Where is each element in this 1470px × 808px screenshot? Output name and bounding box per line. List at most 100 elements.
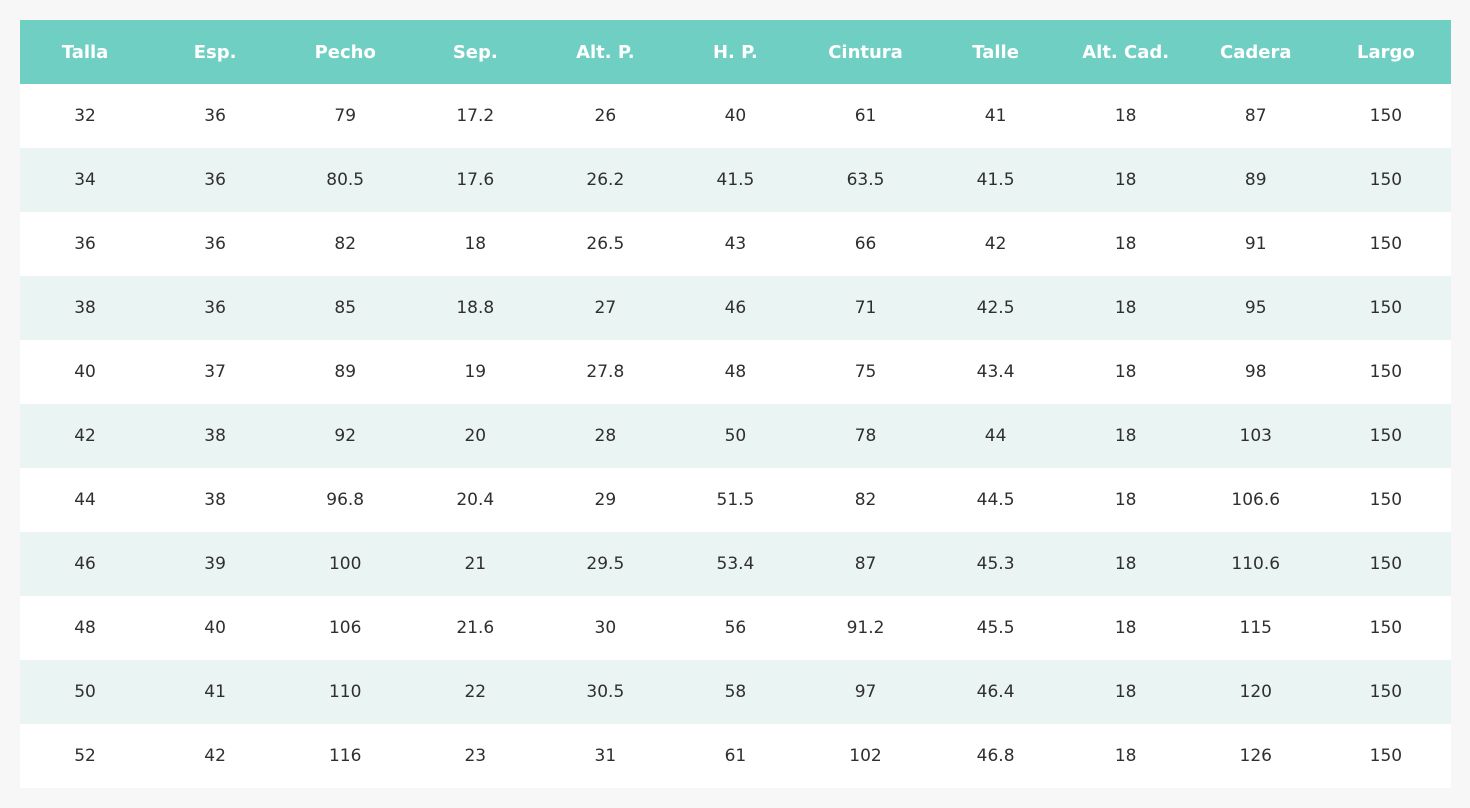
table-cell: 48 bbox=[20, 596, 151, 660]
column-header: Alt. P. bbox=[540, 20, 671, 84]
table-cell: 41 bbox=[150, 660, 281, 724]
table-cell: 150 bbox=[1320, 212, 1451, 276]
table-cell: 98 bbox=[1190, 340, 1321, 404]
table-cell: 32 bbox=[20, 84, 151, 148]
table-cell: 17.2 bbox=[410, 84, 541, 148]
table-cell: 18 bbox=[410, 212, 541, 276]
table-cell: 36 bbox=[150, 84, 281, 148]
column-header: Talla bbox=[20, 20, 151, 84]
table-cell: 51.5 bbox=[670, 468, 801, 532]
table-cell: 150 bbox=[1320, 340, 1451, 404]
table-cell: 120 bbox=[1190, 660, 1321, 724]
table-cell: 22 bbox=[410, 660, 541, 724]
table-cell: 91.2 bbox=[800, 596, 931, 660]
table-cell: 115 bbox=[1190, 596, 1321, 660]
table-cell: 18 bbox=[1060, 340, 1191, 404]
size-table: Talla Esp. Pecho Sep. Alt. P. H. P. Cintura Tal… bbox=[20, 20, 1451, 788]
table-cell: 21.6 bbox=[410, 596, 541, 660]
table-cell: 110 bbox=[280, 660, 411, 724]
table-cell: 18 bbox=[1060, 212, 1191, 276]
table-cell: 116 bbox=[280, 724, 411, 788]
table-cell: 38 bbox=[150, 404, 281, 468]
table-row: 38 36 85 18.8 27 46 71 42.5 18 95 150 bbox=[20, 276, 1451, 340]
table-row: 44 38 96.8 20.4 29 51.5 82 44.5 18 106.6 150 bbox=[20, 468, 1451, 532]
table-cell: 150 bbox=[1320, 724, 1451, 788]
table-cell: 37 bbox=[150, 340, 281, 404]
table-cell: 42 bbox=[20, 404, 151, 468]
column-header: H. P. bbox=[670, 20, 801, 84]
table-cell: 29 bbox=[540, 468, 671, 532]
column-header: Pecho bbox=[280, 20, 411, 84]
table-row: 42 38 92 20 28 50 78 44 18 103 150 bbox=[20, 404, 1451, 468]
table-cell: 42.5 bbox=[930, 276, 1061, 340]
table-cell: 36 bbox=[150, 148, 281, 212]
table-cell: 150 bbox=[1320, 660, 1451, 724]
table-cell: 18 bbox=[1060, 276, 1191, 340]
table-cell: 41.5 bbox=[670, 148, 801, 212]
table-cell: 40 bbox=[670, 84, 801, 148]
table-row: 36 36 82 18 26.5 43 66 42 18 91 150 bbox=[20, 212, 1451, 276]
table-cell: 27.8 bbox=[540, 340, 671, 404]
table-body: 32 36 79 17.2 26 40 61 41 18 87 150 34 36 80.5 17.6 26.… bbox=[20, 84, 1451, 788]
table-cell: 50 bbox=[20, 660, 151, 724]
table-cell: 85 bbox=[280, 276, 411, 340]
table-cell: 41 bbox=[930, 84, 1061, 148]
table-cell: 34 bbox=[20, 148, 151, 212]
column-header: Alt. Cad. bbox=[1060, 20, 1191, 84]
table-cell: 43.4 bbox=[930, 340, 1061, 404]
table-cell: 43 bbox=[670, 212, 801, 276]
table-cell: 44 bbox=[20, 468, 151, 532]
table-row: 32 36 79 17.2 26 40 61 41 18 87 150 bbox=[20, 84, 1451, 148]
table-row: 48 40 106 21.6 30 56 91.2 45.5 18 115 150 bbox=[20, 596, 1451, 660]
table-header: Talla Esp. Pecho Sep. Alt. P. H. P. Cintura Tal… bbox=[20, 20, 1451, 84]
table-cell: 26 bbox=[540, 84, 671, 148]
column-header: Cintura bbox=[800, 20, 931, 84]
table-cell: 150 bbox=[1320, 84, 1451, 148]
table-cell: 36 bbox=[20, 212, 151, 276]
table-cell: 45.3 bbox=[930, 532, 1061, 596]
table-cell: 36 bbox=[150, 276, 281, 340]
table-cell: 30 bbox=[540, 596, 671, 660]
table-cell: 46.4 bbox=[930, 660, 1061, 724]
column-header: Sep. bbox=[410, 20, 541, 84]
table-cell: 19 bbox=[410, 340, 541, 404]
table-cell: 100 bbox=[280, 532, 411, 596]
table-cell: 20 bbox=[410, 404, 541, 468]
table-cell: 87 bbox=[1190, 84, 1321, 148]
table-cell: 56 bbox=[670, 596, 801, 660]
table-cell: 97 bbox=[800, 660, 931, 724]
table-cell: 75 bbox=[800, 340, 931, 404]
table-cell: 17.6 bbox=[410, 148, 541, 212]
table-cell: 18 bbox=[1060, 468, 1191, 532]
table-cell: 96.8 bbox=[280, 468, 411, 532]
table-cell: 20.4 bbox=[410, 468, 541, 532]
table-cell: 45.5 bbox=[930, 596, 1061, 660]
table-cell: 82 bbox=[800, 468, 931, 532]
table-cell: 38 bbox=[150, 468, 281, 532]
table-cell: 46.8 bbox=[930, 724, 1061, 788]
table-cell: 63.5 bbox=[800, 148, 931, 212]
table-cell: 50 bbox=[670, 404, 801, 468]
table-cell: 28 bbox=[540, 404, 671, 468]
table-cell: 61 bbox=[670, 724, 801, 788]
table-cell: 42 bbox=[150, 724, 281, 788]
column-header: Esp. bbox=[150, 20, 281, 84]
table-row: 40 37 89 19 27.8 48 75 43.4 18 98 150 bbox=[20, 340, 1451, 404]
table-cell: 92 bbox=[280, 404, 411, 468]
table-cell: 46 bbox=[20, 532, 151, 596]
table-cell: 36 bbox=[150, 212, 281, 276]
header-row: Talla Esp. Pecho Sep. Alt. P. H. P. Cintura Tal… bbox=[20, 20, 1451, 84]
table-row: 52 42 116 23 31 61 102 46.8 18 126 150 bbox=[20, 724, 1451, 788]
table-cell: 18 bbox=[1060, 84, 1191, 148]
table-cell: 46 bbox=[670, 276, 801, 340]
table-cell: 26.5 bbox=[540, 212, 671, 276]
table-cell: 95 bbox=[1190, 276, 1321, 340]
table-cell: 91 bbox=[1190, 212, 1321, 276]
table-cell: 87 bbox=[800, 532, 931, 596]
column-header: Talle bbox=[930, 20, 1061, 84]
table-cell: 58 bbox=[670, 660, 801, 724]
table-cell: 21 bbox=[410, 532, 541, 596]
table-cell: 23 bbox=[410, 724, 541, 788]
table-cell: 103 bbox=[1190, 404, 1321, 468]
